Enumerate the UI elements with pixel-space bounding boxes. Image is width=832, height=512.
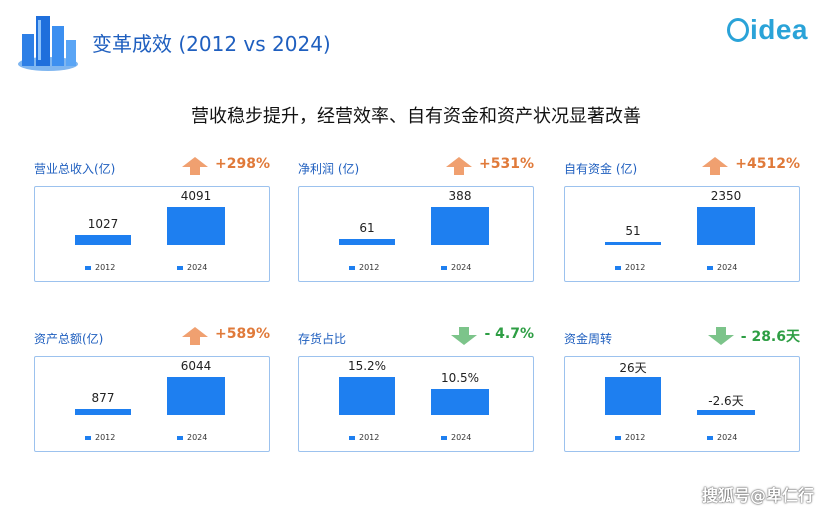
data-label-2024: 388 [448,189,472,203]
legend-label: 2012 [625,263,646,272]
bar-2024 [697,207,755,245]
legend-item-2024: 2024 [177,433,207,442]
change-value: - 4.7% [484,326,534,342]
chart-panel-header: 存货占比 - 4.7% [298,326,534,350]
data-label-2012: 877 [91,391,115,406]
data-label-2012: 61 [359,221,375,236]
chart-box: 26天 2012 -2.6天 2024 [564,356,800,452]
metric-label: 净利润 (亿) [298,162,360,176]
chart-panel-header: 营业总收入(亿) +298% [34,156,270,180]
legend-swatch [85,435,91,440]
page-subtitle: 营收稳步提升，经营效率、自有资金和资产状况显著改善 [191,106,641,127]
data-label-2012: 51 [625,224,641,238]
bar-2012 [339,377,395,415]
arrow-up-icon [182,157,209,175]
legend-item-2012: 2012 [615,263,645,272]
bar-2024 [167,377,225,415]
legend-swatch [441,265,447,270]
legend-swatch [349,265,355,270]
data-label-2012: 1027 [87,217,119,232]
change-value: +531% [479,156,534,172]
metric-label: 营业总收入(亿) [34,162,116,176]
change-value: +298% [215,156,270,172]
legend-label: 2012 [359,433,380,442]
arrow-down-icon [451,327,478,345]
bar-2012 [339,239,395,245]
bar-2012 [75,235,131,245]
legend-label: 2024 [717,263,738,272]
data-label-2024: -2.6天 [708,394,744,408]
chart-box: 15.2% 2012 10.5% 2024 [298,356,534,452]
chart-box: 1027 2012 4091 2024 [34,186,270,282]
bar-2012 [605,377,661,415]
brand-logo-mark-icon [726,18,749,42]
legend-item-2024: 2024 [441,263,471,272]
data-label-2024: 10.5% [440,370,480,385]
legend-label: 2012 [625,433,646,442]
legend-label: 2024 [187,433,208,442]
change-value: +589% [215,326,270,342]
metric-label: 资金周转 [564,332,613,346]
brand-logo: idea [726,14,808,46]
chart-box: 51 2012 2350 2024 [564,186,800,282]
bar-2012 [605,242,661,245]
legend-swatch [85,265,91,270]
legend-item-2012: 2012 [85,263,115,272]
chart-box: 877 2012 6044 2024 [34,356,270,452]
watermark: 搜狐号@卑仁行 [701,486,814,505]
legend-swatch [615,435,621,440]
metric-label: 资产总额(亿) [34,332,104,346]
data-label-2024: 6044 [180,359,212,373]
legend-swatch [441,435,447,440]
legend-swatch [349,435,355,440]
chart-panel-header: 资产总额(亿) +589% [34,326,270,350]
chart-box: 61 2012 388 2024 [298,186,534,282]
legend-swatch [707,435,713,440]
page-title: 变革成效 (2012 vs 2024) [92,32,331,56]
legend-label: 2012 [95,263,116,272]
bar-2024 [431,388,489,415]
legend-swatch [707,265,713,270]
arrow-up-icon [182,327,209,345]
legend-swatch [177,265,183,270]
chart-panel-header: 资金周转 - 28.6天 [564,326,800,350]
change-value: - 28.6天 [740,329,800,345]
legend-swatch [615,265,621,270]
data-label-2024: 4091 [180,189,212,203]
bar-2024 [697,410,755,415]
legend-item-2024: 2024 [707,433,737,442]
legend-label: 2024 [451,433,472,442]
building-logo-icon [18,16,78,71]
legend-item-2024: 2024 [177,263,207,272]
data-label-2024: 2350 [710,189,742,203]
brand-logo-text: idea [749,14,808,45]
legend-label: 2012 [359,263,380,272]
arrow-up-icon [446,157,473,175]
legend-item-2024: 2024 [441,433,471,442]
arrow-down-icon [707,327,734,345]
legend-item-2012: 2012 [615,433,645,442]
change-value: +4512% [735,156,800,172]
metric-label: 存货占比 [298,332,347,346]
metric-label: 自有资金 (亿) [564,162,638,176]
data-label-2012: 15.2% [347,359,387,373]
arrow-up-icon [702,157,729,175]
chart-panel-header: 自有资金 (亿) +4512% [564,156,800,180]
bar-2024 [167,207,225,245]
legend-swatch [177,435,183,440]
bar-2024 [431,207,489,245]
legend-item-2024: 2024 [707,263,737,272]
legend-item-2012: 2012 [349,433,379,442]
legend-item-2012: 2012 [85,433,115,442]
legend-item-2012: 2012 [349,263,379,272]
legend-label: 2012 [95,433,116,442]
chart-panel-header: 净利润 (亿) +531% [298,156,534,180]
bar-2012 [75,409,131,415]
legend-label: 2024 [451,263,472,272]
legend-label: 2024 [717,433,738,442]
legend-label: 2024 [187,263,208,272]
data-label-2012: 26天 [619,361,647,375]
